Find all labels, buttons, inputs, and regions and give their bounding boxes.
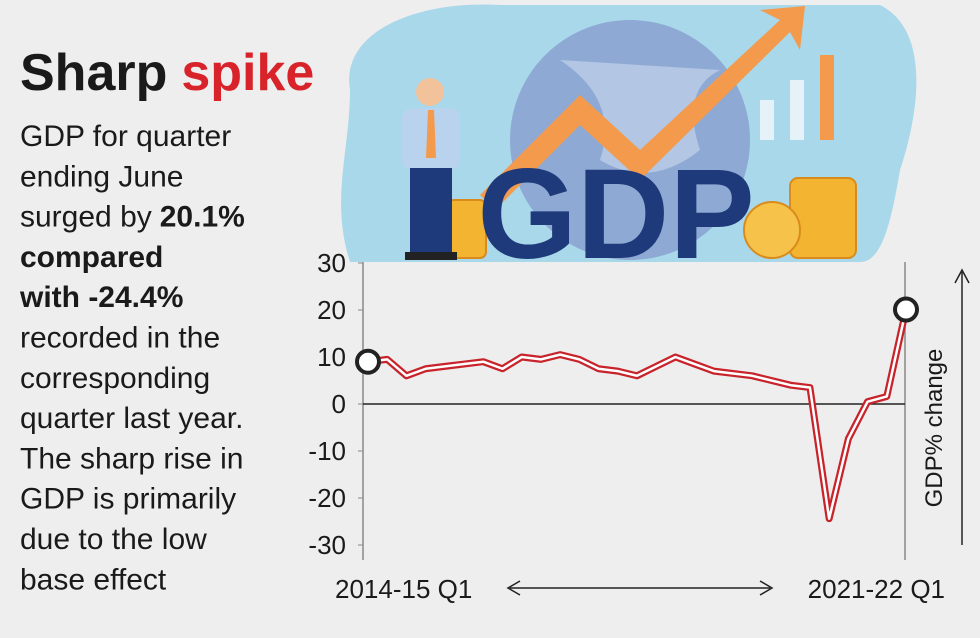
description-line: GDP for quarter xyxy=(20,120,231,153)
y-tick-label: -10 xyxy=(308,436,346,466)
y-tick-label: 0 xyxy=(332,389,346,419)
y-axis-label: GDP% change xyxy=(921,349,948,508)
description-segment: quarter last year. xyxy=(20,402,243,435)
illustration: GDP xyxy=(341,4,917,286)
continent xyxy=(560,60,720,173)
description-segment: with -24.4% xyxy=(19,281,183,314)
description-segment: 20.1% xyxy=(160,201,245,234)
description-segment: corresponding xyxy=(20,362,210,395)
y-tick-label: 20 xyxy=(317,295,346,325)
description-line: surged by 20.1% xyxy=(20,201,245,234)
arrow xyxy=(480,6,805,210)
end-point xyxy=(893,296,919,323)
description-segment: surged by xyxy=(20,201,152,234)
description-line: GDP is primarily xyxy=(20,483,236,516)
description-line: due to the low xyxy=(20,523,207,556)
bar xyxy=(790,80,804,140)
description-segment: ending June xyxy=(20,160,183,193)
description-line: The sharp rise in xyxy=(20,442,243,475)
x-tick-label: 2014-15 Q1 xyxy=(335,574,472,604)
title: Sharp spike xyxy=(20,44,314,102)
y-tick-label: 30 xyxy=(317,248,346,278)
description-line: base effect xyxy=(20,563,167,596)
description-segment: base effect xyxy=(20,563,167,596)
description-segment: due to the low xyxy=(20,523,207,556)
description-line: with -24.4% xyxy=(19,281,183,314)
plot: GDP% change 30 20 10 0 -10 -20 -30 2014-15 Q1 20… xyxy=(308,248,970,604)
range-arrow-heads xyxy=(506,580,774,596)
coins xyxy=(447,177,857,259)
description-segment: GDP for quarter xyxy=(20,120,231,153)
description-line: quarter last year. xyxy=(20,402,243,435)
description-segment: GDP is primarily xyxy=(20,483,236,516)
y-tick-label: -20 xyxy=(308,483,346,513)
y-label-arrow-head xyxy=(954,268,970,284)
bar xyxy=(820,55,834,140)
person xyxy=(402,78,460,260)
description-line: recorded in the xyxy=(20,322,220,355)
y-tick-label: -30 xyxy=(308,530,346,560)
line-inner xyxy=(367,309,908,520)
description: GDP for quarter ending June surged by 20.1%… xyxy=(19,120,245,596)
description-line: corresponding xyxy=(20,362,210,395)
title-part: spike xyxy=(181,44,314,102)
description-segment: recorded in the xyxy=(20,322,220,355)
description-segment: compared xyxy=(20,241,163,274)
description-line: ending June xyxy=(20,160,183,193)
title-part: Sharp xyxy=(20,44,167,102)
y-tick-label: 10 xyxy=(317,342,346,372)
description-line: compared xyxy=(20,241,163,274)
illustration-text: GDP xyxy=(477,143,754,286)
x-tick-label: 2021-22 Q1 xyxy=(808,574,945,604)
end-point xyxy=(355,348,381,375)
bar xyxy=(760,100,774,140)
description-segment: The sharp rise in xyxy=(20,442,243,475)
